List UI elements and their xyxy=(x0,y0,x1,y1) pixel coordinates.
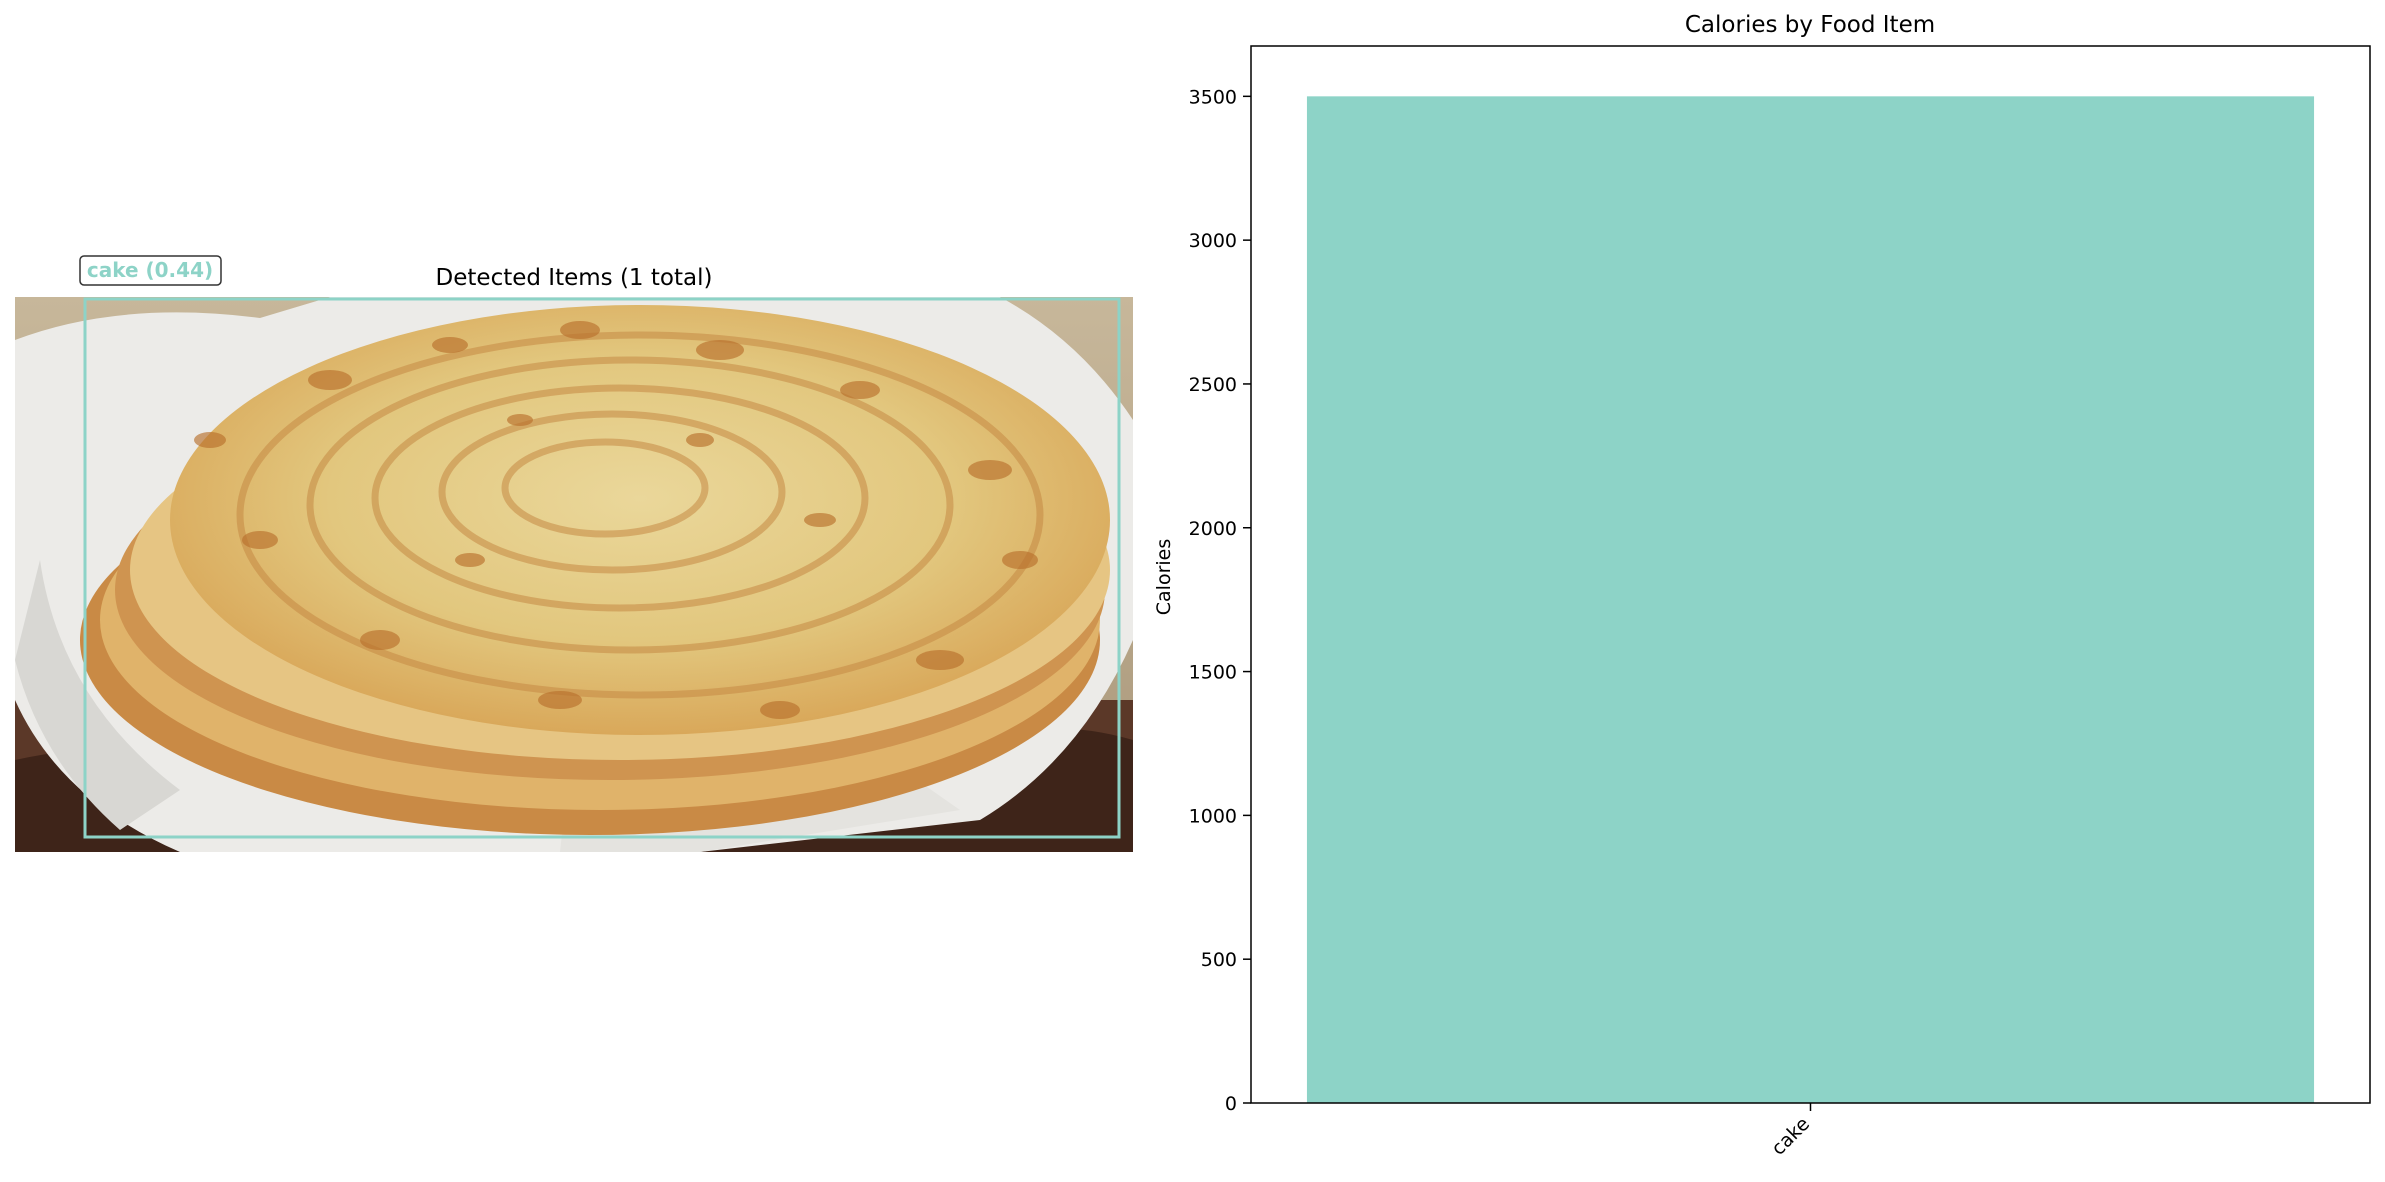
calories-chart: Calories by Food Item Calories cake 0 500 1… xyxy=(1153,12,2371,1160)
y-tick-label: 500 xyxy=(1201,949,1237,971)
y-tick-label: 3000 xyxy=(1189,230,1237,252)
detection-label-text: cake (0.44) xyxy=(87,258,213,282)
detection-title: Detected Items (1 total) xyxy=(436,265,713,291)
y-tick-label: 2000 xyxy=(1189,518,1237,540)
chart-title: Calories by Food Item xyxy=(1685,12,1935,38)
bar-cake xyxy=(1306,96,2315,1104)
food-photo xyxy=(15,297,1133,852)
detection-panel: Detected Items (1 total) xyxy=(15,255,1133,852)
y-tick-label: 3500 xyxy=(1189,86,1237,108)
detection-label: cake (0.44) xyxy=(79,255,222,286)
y-axis-label: Calories xyxy=(1153,539,1175,616)
y-tick-label: 0 xyxy=(1225,1093,1237,1115)
axes-frame xyxy=(1250,45,2371,1104)
y-tick-label: 1000 xyxy=(1189,805,1237,827)
x-tick-label: cake xyxy=(1767,1113,1814,1160)
detection-box xyxy=(83,297,1121,839)
plot-area: cake 0 500 1000 1500 2000 2500 3000 3500 xyxy=(1189,45,2371,1160)
y-tick-label: 2500 xyxy=(1189,374,1237,396)
y-tick-label: 1500 xyxy=(1189,662,1237,684)
